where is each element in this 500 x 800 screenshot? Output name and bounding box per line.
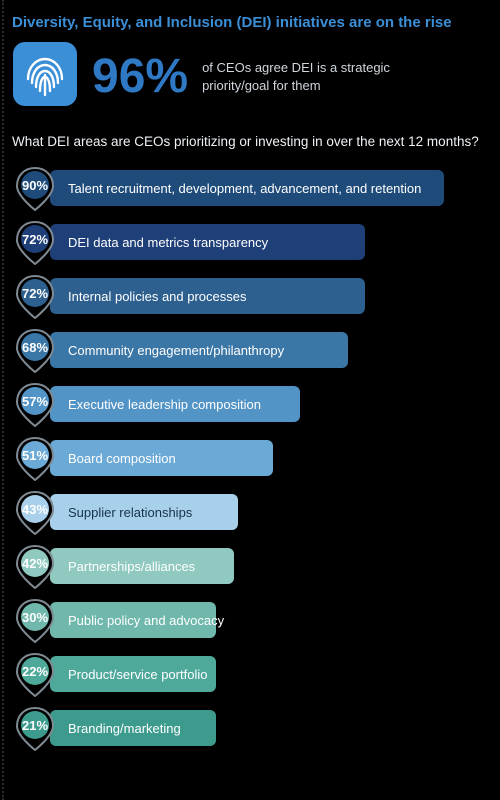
- bar-label: Supplier relationships: [68, 505, 192, 520]
- hero-stat: 96%: [92, 53, 188, 101]
- fingerprint-icon: [12, 41, 78, 112]
- bar-label: Internal policies and processes: [68, 289, 247, 304]
- pct-label: 30%: [12, 597, 58, 637]
- pct-label: 72%: [12, 219, 58, 259]
- bar-label: Executive leadership composition: [68, 397, 261, 412]
- bar-label: Partnerships/alliances: [68, 559, 195, 574]
- priority-row: 21% Branding/marketing: [12, 705, 488, 751]
- map-pin-icon: 42%: [12, 543, 58, 589]
- bar: DEI data and metrics transparency: [50, 224, 365, 260]
- bar: Board composition: [50, 440, 273, 476]
- bar-track: Branding/marketing: [50, 710, 488, 746]
- hero: 96% of CEOs agree DEI is a strategic pri…: [12, 41, 488, 112]
- map-pin-icon: 68%: [12, 327, 58, 373]
- bar: Community engagement/philanthropy: [50, 332, 348, 368]
- priority-row: 51% Board composition: [12, 435, 488, 481]
- map-pin-icon: 30%: [12, 597, 58, 643]
- bar: Partnerships/alliances: [50, 548, 234, 584]
- map-pin-icon: 21%: [12, 705, 58, 751]
- bar-label: DEI data and metrics transparency: [68, 235, 268, 250]
- bar-label: Board composition: [68, 451, 176, 466]
- map-pin-icon: 90%: [12, 165, 58, 211]
- question-text: What DEI areas are CEOs prioritizing or …: [12, 134, 488, 149]
- pct-label: 57%: [12, 381, 58, 421]
- bar-track: Community engagement/philanthropy: [50, 332, 488, 368]
- bar-track: Talent recruitment, development, advance…: [50, 170, 488, 206]
- pct-label: 42%: [12, 543, 58, 583]
- priority-row: 72% DEI data and metrics transparency: [12, 219, 488, 265]
- bar: Supplier relationships: [50, 494, 238, 530]
- bar: Talent recruitment, development, advance…: [50, 170, 444, 206]
- map-pin-icon: 22%: [12, 651, 58, 697]
- pct-label: 22%: [12, 651, 58, 691]
- bar-track: DEI data and metrics transparency: [50, 224, 488, 260]
- bar-track: Board composition: [50, 440, 488, 476]
- bar-track: Product/service portfolio: [50, 656, 488, 692]
- bar-track: Supplier relationships: [50, 494, 488, 530]
- bar-label: Branding/marketing: [68, 721, 181, 736]
- bar: Public policy and advocacy: [50, 602, 216, 638]
- bar-label: Talent recruitment, development, advance…: [68, 181, 421, 196]
- bar-track: Public policy and advocacy: [50, 602, 488, 638]
- bar-track: Partnerships/alliances: [50, 548, 488, 584]
- pct-label: 51%: [12, 435, 58, 475]
- priority-rows: 90% Talent recruitment, development, adva…: [12, 165, 488, 751]
- bar: Product/service portfolio: [50, 656, 216, 692]
- map-pin-icon: 43%: [12, 489, 58, 535]
- pct-label: 68%: [12, 327, 58, 367]
- map-pin-icon: 51%: [12, 435, 58, 481]
- map-pin-icon: 72%: [12, 273, 58, 319]
- bar-label: Community engagement/philanthropy: [68, 343, 284, 358]
- priority-row: 90% Talent recruitment, development, adva…: [12, 165, 488, 211]
- bar: Branding/marketing: [50, 710, 216, 746]
- bar-label: Public policy and advocacy: [68, 613, 224, 628]
- map-pin-icon: 57%: [12, 381, 58, 427]
- pct-label: 21%: [12, 705, 58, 745]
- bar-label: Product/service portfolio: [68, 667, 207, 682]
- priority-row: 30%Public policy and advocacy: [12, 597, 488, 643]
- priority-row: 57% Executive leadership composition: [12, 381, 488, 427]
- priority-row: 22% Product/service portfolio: [12, 651, 488, 697]
- hero-desc: of CEOs agree DEI is a strategic priorit…: [202, 59, 392, 94]
- bar-track: Internal policies and processes: [50, 278, 488, 314]
- pct-label: 43%: [12, 489, 58, 529]
- map-pin-icon: 72%: [12, 219, 58, 265]
- page-title: Diversity, Equity, and Inclusion (DEI) i…: [12, 14, 488, 31]
- bar-track: Executive leadership composition: [50, 386, 488, 422]
- priority-row: 68% Community engagement/philanthropy: [12, 327, 488, 373]
- priority-row: 72% Internal policies and processes: [12, 273, 488, 319]
- pct-label: 72%: [12, 273, 58, 313]
- bar: Executive leadership composition: [50, 386, 300, 422]
- priority-row: 42% Partnerships/alliances: [12, 543, 488, 589]
- priority-row: 43% Supplier relationships: [12, 489, 488, 535]
- pct-label: 90%: [12, 165, 58, 205]
- bar: Internal policies and processes: [50, 278, 365, 314]
